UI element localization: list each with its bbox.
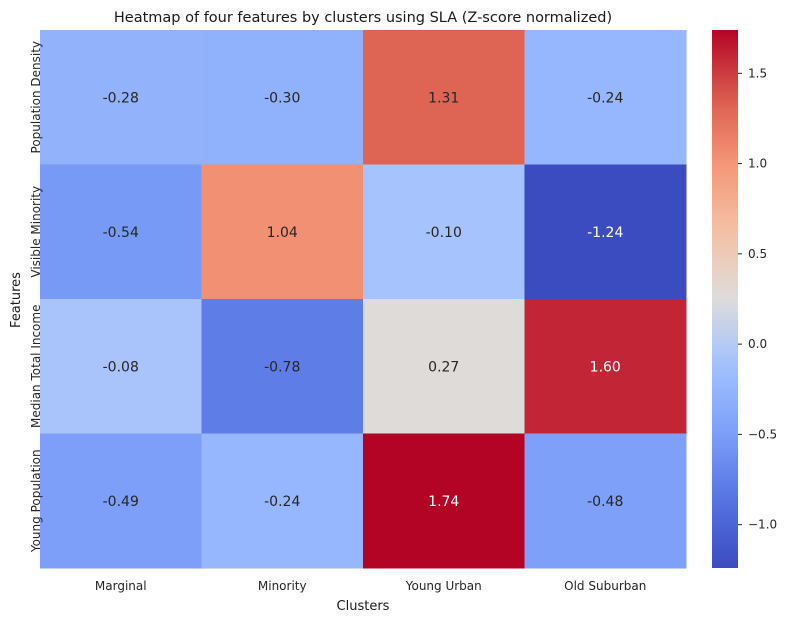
- cell-value-label: 1.60: [590, 359, 621, 375]
- colorbar-tick-label: 0.5: [748, 247, 767, 261]
- heatmap-cell: [524, 164, 687, 300]
- cell-value-labels: -0.28 -0.30 1.31 -0.24 -0.54 1.04 -0.10 -1.24 -0…: [103, 90, 624, 510]
- heatmap-cells: [40, 30, 687, 569]
- y-tick-label: Young Population: [29, 449, 43, 553]
- heatmap-cell: [524, 433, 687, 569]
- x-tick-label: Old Suburban: [564, 579, 646, 593]
- colorbar-tick-label: 1.5: [748, 66, 767, 80]
- heatmap-cell: [40, 30, 202, 165]
- cell-value-label: -0.10: [426, 225, 462, 241]
- cell-value-label: -0.08: [103, 359, 139, 375]
- cell-value-label: -0.54: [103, 225, 139, 241]
- cell-value-label: 1.74: [428, 494, 459, 510]
- y-tick-label: Visible Minority: [29, 186, 43, 278]
- colorbar-tick-label: −1.0: [748, 518, 777, 532]
- cell-value-label: -0.24: [587, 90, 623, 106]
- cell-value-label: -0.49: [103, 494, 139, 510]
- heatmap-cell: [40, 433, 202, 569]
- heatmap-cell: [201, 30, 364, 165]
- heatmap-cell: [363, 433, 525, 569]
- heatmap-cell: [524, 299, 687, 434]
- cell-value-label: 0.27: [428, 359, 459, 375]
- x-axis-ticks: Marginal Minority Young Urban Old Suburban: [95, 579, 646, 593]
- x-axis-label: Clusters: [337, 599, 390, 614]
- y-tick-label: Population Density: [29, 41, 43, 153]
- heatmap-cell: [201, 299, 364, 434]
- cell-value-label: -0.78: [264, 359, 300, 375]
- x-tick-label: Marginal: [95, 579, 147, 593]
- cell-value-label: -0.28: [103, 90, 139, 106]
- x-tick-label: Young Urban: [405, 579, 482, 593]
- y-axis-label: Features: [9, 272, 24, 328]
- heatmap-cell: [40, 164, 202, 300]
- x-tick-label: Minority: [258, 579, 307, 593]
- cell-value-label: 1.31: [428, 90, 459, 106]
- colorbar-tick-label: 0.0: [748, 337, 767, 351]
- y-axis-ticks: Population Density Visible Minority Median…: [29, 41, 43, 553]
- y-tick-label: Median Total Income: [29, 305, 43, 428]
- colorbar-tick-label: −0.5: [748, 427, 777, 441]
- colorbar-ticks: −1.0 −0.5 0.0 0.5 1.0 1.5: [738, 66, 777, 532]
- heatmap-cell: [363, 299, 525, 434]
- heatmap-cell: [201, 164, 364, 300]
- colorbar: [712, 30, 738, 568]
- cell-value-label: -0.24: [264, 494, 300, 510]
- cell-value-label: -0.48: [587, 494, 623, 510]
- chart-title: Heatmap of four features by clusters usi…: [114, 10, 612, 26]
- cell-value-label: -1.24: [587, 225, 623, 241]
- heatmap-cell: [363, 164, 525, 300]
- heatmap-cell: [40, 299, 202, 434]
- colorbar-tick-label: 1.0: [748, 157, 767, 171]
- heatmap-cell: [201, 433, 364, 569]
- heatmap-cell: [363, 30, 525, 165]
- heatmap-cell: [524, 30, 687, 165]
- cell-value-label: 1.04: [267, 225, 298, 241]
- cell-value-label: -0.30: [264, 90, 300, 106]
